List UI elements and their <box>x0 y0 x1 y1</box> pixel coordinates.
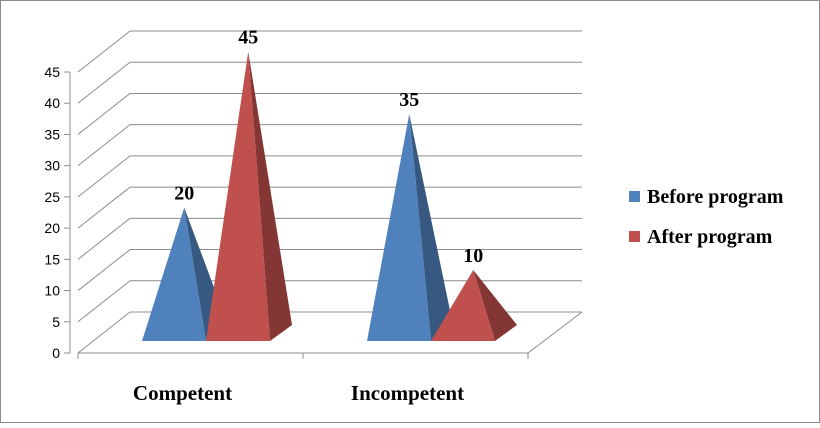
gridline-diagonal <box>77 93 131 135</box>
y-tick-label: 25 <box>44 189 60 205</box>
category-label: Incompetent <box>351 381 464 405</box>
bars <box>142 51 517 341</box>
gridline-diagonal <box>77 217 131 260</box>
gridline-diagonal <box>77 61 131 104</box>
data-label: 45 <box>238 27 258 49</box>
y-tick-label: 30 <box>44 158 60 174</box>
gridline-diagonal <box>77 280 131 323</box>
gridline-diagonal <box>77 249 131 291</box>
y-tick-label: 20 <box>44 220 60 236</box>
y-tick-label: 5 <box>52 314 60 330</box>
category-label: Competent <box>133 381 232 405</box>
gridline-diagonal <box>77 30 131 73</box>
category-labels: Competent Incompetent <box>133 381 464 405</box>
y-tick-label: 35 <box>44 126 60 142</box>
legend-entry: Before program <box>647 186 784 208</box>
data-label: 35 <box>399 89 419 111</box>
y-tick-label: 15 <box>44 251 60 267</box>
legend-swatch <box>629 231 640 242</box>
pyramid-bar <box>367 113 453 341</box>
pyramid-bar <box>431 270 517 341</box>
pyramid-front-face <box>431 270 495 341</box>
legend-entry: After program <box>647 226 773 248</box>
legend-swatch <box>629 191 640 202</box>
data-labels: 20 45 35 10 <box>174 27 483 268</box>
data-label: 20 <box>174 183 194 205</box>
pyramid-front-face <box>142 207 206 341</box>
y-tick-label: 0 <box>52 345 60 361</box>
pyramid-side-face <box>248 51 292 341</box>
axes <box>64 71 583 359</box>
y-tick-label: 40 <box>44 95 60 111</box>
pyramid-side-face <box>473 270 517 341</box>
y-tick-label: 10 <box>44 283 60 299</box>
pyramid-front-face <box>206 51 270 341</box>
data-label: 10 <box>463 245 483 267</box>
pyramid-front-face <box>367 113 431 341</box>
gridlines <box>77 30 582 354</box>
gridline-diagonal <box>77 124 131 167</box>
gridline-diagonal <box>77 186 131 229</box>
pyramid-bar <box>206 51 292 341</box>
legend: Before program After program <box>629 186 784 248</box>
y-axis-ticks: 0 5 10 15 20 25 30 35 40 45 <box>44 64 60 361</box>
pyramid-side-face <box>409 113 453 341</box>
y-tick-label: 45 <box>44 64 60 80</box>
gridline-diagonal <box>77 155 131 198</box>
gridline-diagonal <box>77 311 131 354</box>
floor-edge <box>527 311 583 354</box>
